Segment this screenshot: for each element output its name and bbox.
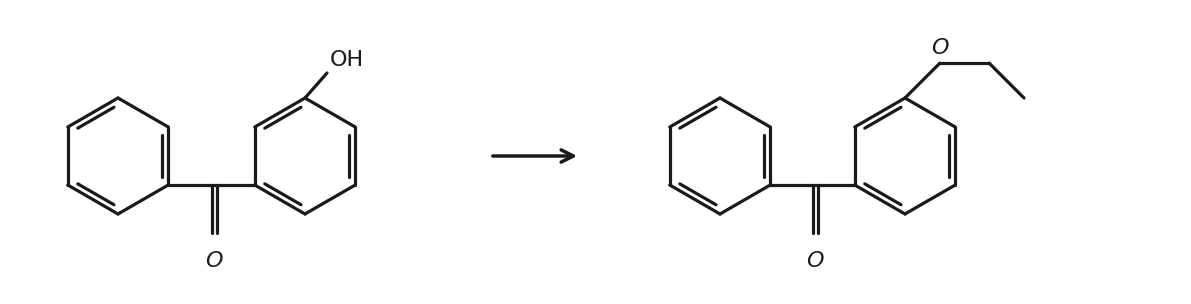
Text: OH: OH [330,50,364,70]
Text: O: O [806,251,823,271]
Text: O: O [931,38,948,58]
Text: O: O [205,251,223,271]
